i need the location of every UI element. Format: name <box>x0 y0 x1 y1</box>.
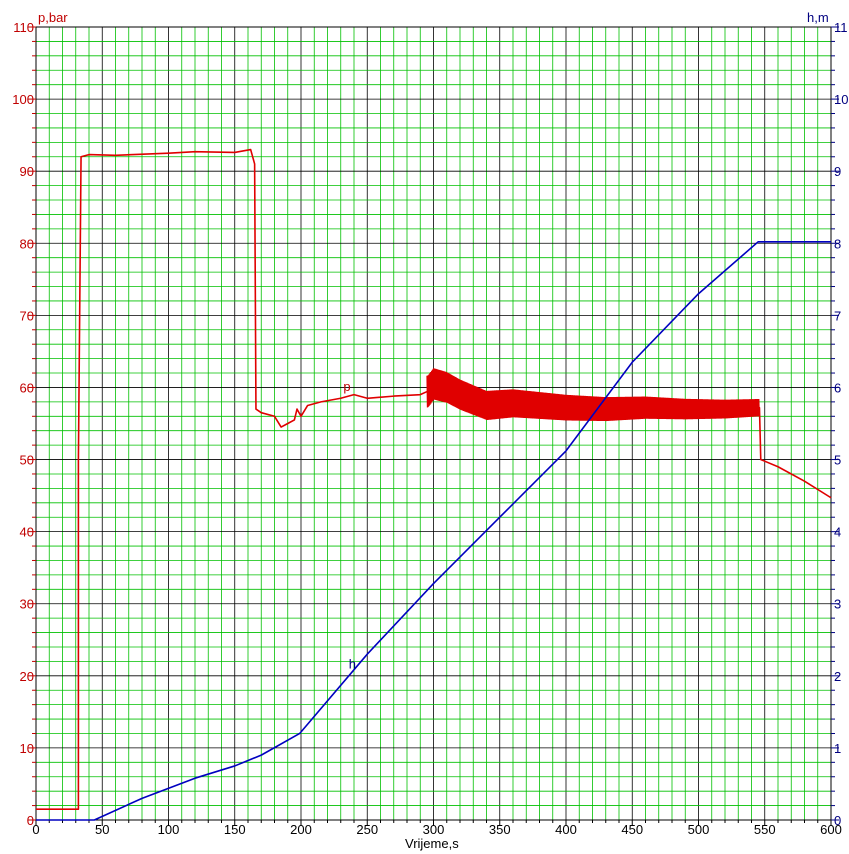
series-line-h <box>36 241 831 821</box>
y-right-tick-label: 11 <box>834 20 848 35</box>
x-tick-label: 200 <box>290 822 312 837</box>
y-left-tick-label: 100 <box>12 92 34 107</box>
y-left-tick-label: 10 <box>20 741 34 756</box>
y-right-tick-label: 0 <box>834 813 841 828</box>
x-tick-label: 250 <box>356 822 378 837</box>
y-right-tick-label: 1 <box>834 741 841 756</box>
series-layer: ph <box>36 148 832 821</box>
y-right-tick-label: 10 <box>834 92 848 107</box>
tick-labels: 0 50 100 150 200 250 300 350 400 450 500 550 6000102… <box>12 20 848 837</box>
y-right-tick-label: 9 <box>834 164 841 179</box>
y-left-tick-label: 0 <box>27 813 34 828</box>
y-left-tick-label: 70 <box>20 308 34 323</box>
y-left-tick-label: 20 <box>20 669 34 684</box>
y-right-tick-label: 3 <box>834 597 841 612</box>
series-label-h: h <box>349 657 356 672</box>
y-axis-left-title: p,bar <box>38 10 68 25</box>
y-left-tick-label: 50 <box>20 453 34 468</box>
y-right-tick-label: 6 <box>834 380 841 395</box>
x-tick-label: 450 <box>621 822 643 837</box>
x-tick-label: 500 <box>688 822 710 837</box>
y-right-tick-label: 2 <box>834 669 841 684</box>
x-tick-label: 0 <box>32 822 39 837</box>
series-noise-p <box>426 368 760 422</box>
x-tick-label: 300 <box>423 822 445 837</box>
y-right-tick-label: 7 <box>834 308 841 323</box>
x-tick-label: 400 <box>555 822 577 837</box>
grid <box>35 26 832 821</box>
y-left-tick-label: 80 <box>20 236 34 251</box>
y-right-tick-label: 4 <box>834 525 841 540</box>
series-label-p: p <box>343 379 350 394</box>
y-axis-right-title: h,m <box>807 10 829 25</box>
x-tick-label: 550 <box>754 822 776 837</box>
y-left-tick-label: 30 <box>20 597 34 612</box>
y-left-tick-label: 110 <box>13 20 34 35</box>
x-tick-label: 600 <box>820 822 842 837</box>
y-left-tick-label: 90 <box>20 164 34 179</box>
x-tick-label: 350 <box>489 822 511 837</box>
y-right-tick-label: 8 <box>834 236 841 251</box>
x-axis-title: Vrijeme,s <box>405 836 459 851</box>
y-right-tick-label: 5 <box>834 453 841 468</box>
x-tick-label: 150 <box>224 822 246 837</box>
x-tick-label: 100 <box>158 822 180 837</box>
axes <box>28 26 839 826</box>
x-tick-label: 50 <box>95 822 109 837</box>
y-left-tick-label: 60 <box>20 380 34 395</box>
y-left-tick-label: 40 <box>20 525 34 540</box>
